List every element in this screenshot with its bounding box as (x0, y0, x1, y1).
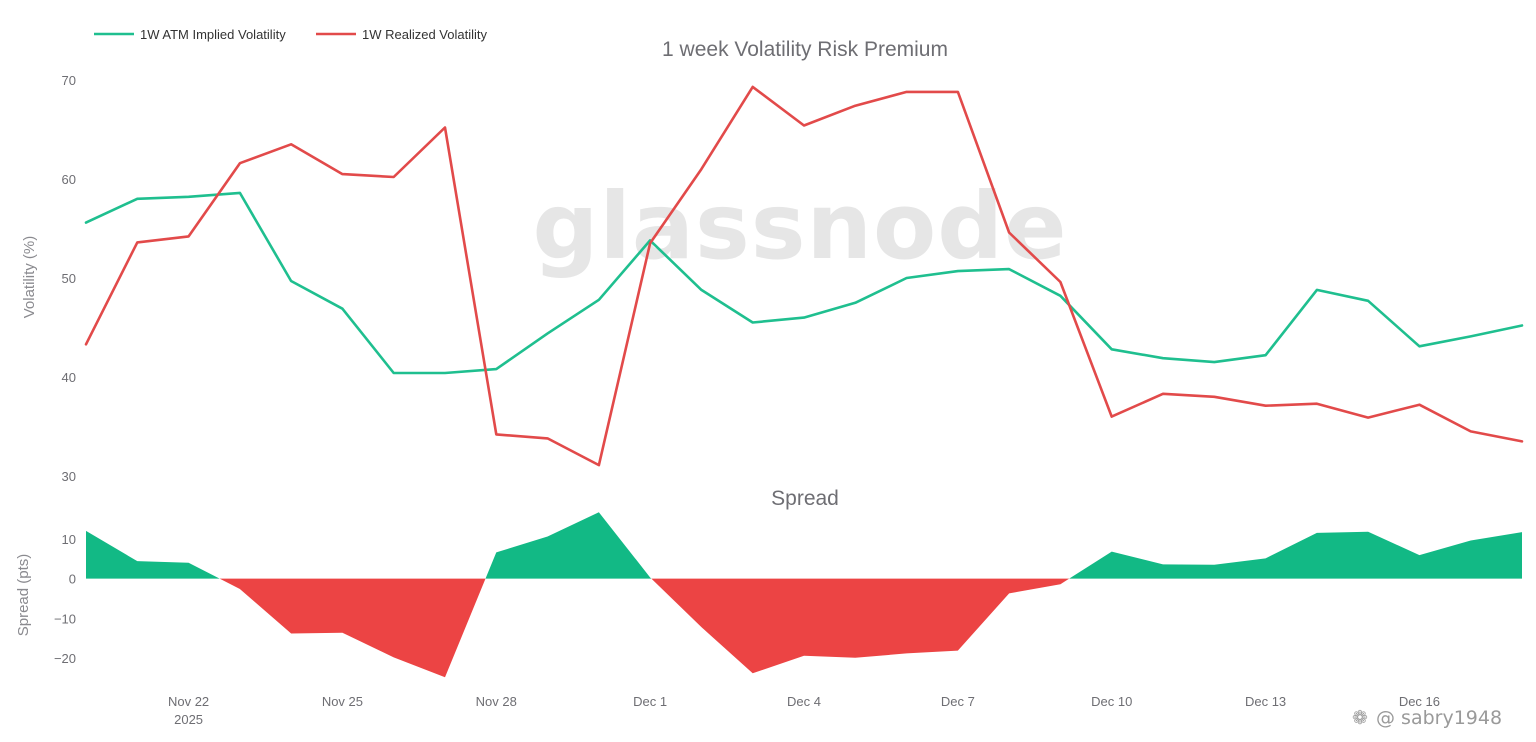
x-ticks: Nov 22 2025 Nov 25 Nov 28 Dec 1 Dec 4 Dec 7 Dec… (168, 694, 1440, 727)
spread-y-tick-label: 0 (69, 572, 76, 587)
x-tick-label: Dec 1 (633, 694, 667, 709)
y-tick-label: 40 (62, 370, 76, 385)
spread-negative-area (651, 578, 1070, 674)
y-axis-title-spread: Spread (pts) (15, 554, 32, 637)
credit-text: @ sabry1948 (1376, 707, 1502, 729)
realized-volatility-line (84, 85, 1524, 467)
x-tick-sublabel: 2025 (174, 712, 203, 727)
x-tick-label: Dec 13 (1245, 694, 1286, 709)
x-tick-label: Nov 25 (322, 694, 363, 709)
chart-title: 1 week Volatility Risk Premium (662, 38, 948, 61)
x-tick-label: Dec 16 (1399, 694, 1440, 709)
bottom-y-ticks: −20 −10 0 10 (54, 532, 76, 666)
legend: 1W ATM Implied Volatility 1W Realized Vol… (94, 27, 487, 42)
y-tick-label: 50 (62, 271, 76, 286)
credit-icon: ❁ (1352, 707, 1368, 729)
legend-label: 1W Realized Volatility (362, 27, 487, 42)
legend-label: 1W ATM Implied Volatility (140, 27, 286, 42)
implied-volatility-line (84, 191, 1524, 375)
y-tick-label: 30 (62, 469, 76, 484)
spread-area (86, 512, 1522, 678)
spread-y-tick-label: −20 (54, 651, 76, 666)
x-tick-label: Nov 28 (476, 694, 517, 709)
credit-mark: ❁ @ sabry1948 (1352, 707, 1502, 729)
y-axis-title-volatility: Volatility (%) (21, 236, 38, 319)
x-tick-label: Dec 10 (1091, 694, 1132, 709)
top-y-ticks: 30 40 50 60 70 (62, 73, 76, 484)
x-tick-label: Dec 4 (787, 694, 821, 709)
spread-y-tick-label: −10 (54, 611, 76, 626)
spread-positive-area (1069, 531, 1522, 579)
spread-positive-area (86, 530, 220, 579)
y-tick-label: 70 (62, 73, 76, 88)
spread-title: Spread (771, 487, 839, 510)
y-tick-label: 60 (62, 172, 76, 187)
spread-positive-area (485, 512, 652, 579)
x-tick-label: Nov 22 (168, 694, 209, 709)
series-lines (84, 85, 1524, 467)
x-tick-label: Dec 7 (941, 694, 975, 709)
spread-negative-area (219, 578, 486, 678)
watermark: glassnode (533, 173, 1068, 280)
spread-y-tick-label: 10 (62, 532, 76, 547)
